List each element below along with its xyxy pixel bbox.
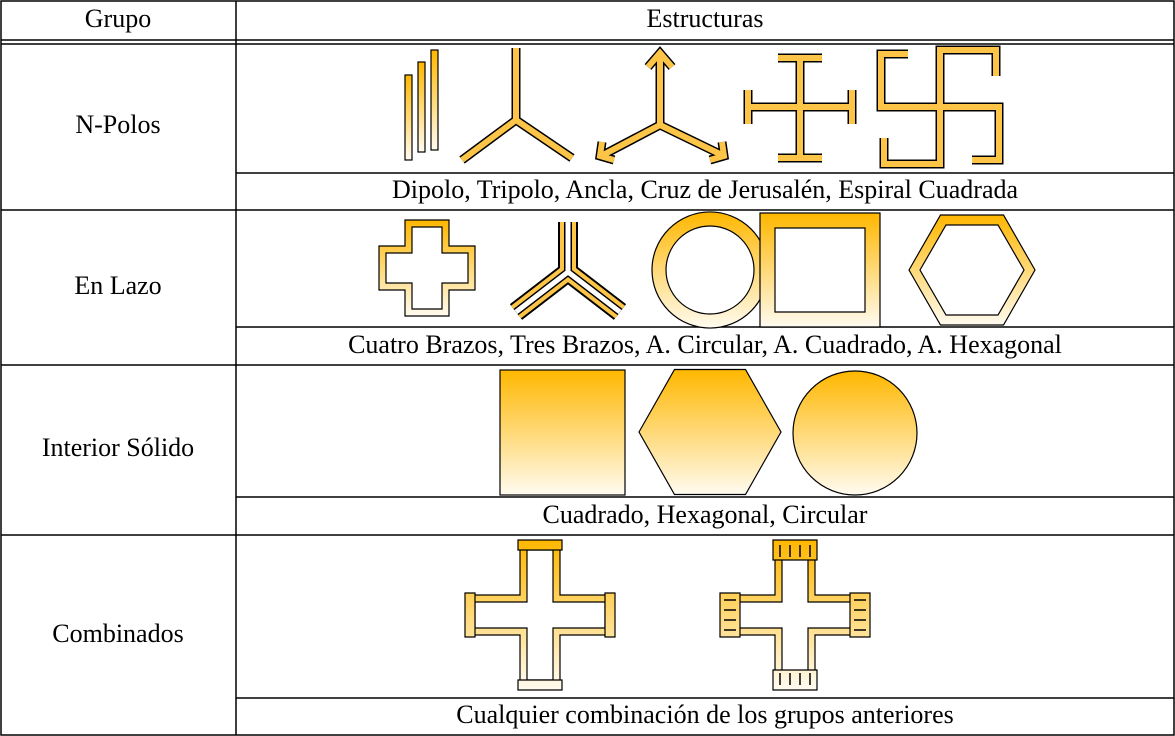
combined-cross bbox=[722, 542, 868, 688]
three-arm-loop bbox=[566, 270, 622, 314]
square-spiral bbox=[935, 45, 1001, 107]
header-cell: Estructuras bbox=[647, 4, 764, 33]
dipole bbox=[404, 74, 413, 161]
square-spiral bbox=[940, 102, 1004, 165]
solid-hexagon bbox=[638, 368, 782, 496]
dipole bbox=[430, 49, 439, 151]
anchor bbox=[709, 141, 728, 163]
anchor bbox=[658, 122, 724, 158]
group-label: En Lazo bbox=[74, 271, 161, 300]
caption: Cuatro Brazos, Tres Brazos, A. Circular,… bbox=[348, 330, 1062, 359]
solid-square bbox=[499, 369, 626, 496]
square-ring bbox=[759, 212, 881, 328]
tripole bbox=[514, 117, 574, 161]
header-cell: Grupo bbox=[85, 4, 151, 33]
group-label: Interior Sólido bbox=[42, 433, 194, 462]
square-spiral bbox=[878, 51, 940, 110]
dipole bbox=[417, 61, 426, 153]
caption: Cualquier combinación de los grupos ante… bbox=[456, 700, 953, 729]
anchor bbox=[601, 122, 662, 158]
square-spiral bbox=[937, 47, 999, 107]
four-arm-loop bbox=[378, 219, 476, 317]
hexagonal-ring bbox=[908, 214, 1036, 326]
combined-cross bbox=[464, 539, 616, 691]
anchor bbox=[596, 141, 615, 163]
tripole bbox=[460, 117, 518, 163]
solid-circle bbox=[792, 370, 918, 496]
combined-cross bbox=[719, 539, 871, 691]
group-label: Combinados bbox=[52, 619, 183, 648]
anchor bbox=[645, 48, 675, 69]
structure-figures bbox=[378, 45, 1036, 691]
three-arm-loop bbox=[514, 270, 570, 314]
caption: Dipolo, Tripolo, Ancla, Cruz de Jerusalé… bbox=[392, 175, 1019, 204]
square-spiral bbox=[879, 107, 945, 169]
combined-cross bbox=[467, 542, 613, 688]
group-label: N-Polos bbox=[75, 110, 160, 139]
caption: Cuadrado, Hexagonal, Circular bbox=[543, 500, 868, 529]
square-spiral bbox=[876, 49, 940, 112]
square-spiral bbox=[881, 107, 943, 167]
square-spiral bbox=[940, 104, 1002, 163]
circular-ring bbox=[651, 211, 769, 329]
